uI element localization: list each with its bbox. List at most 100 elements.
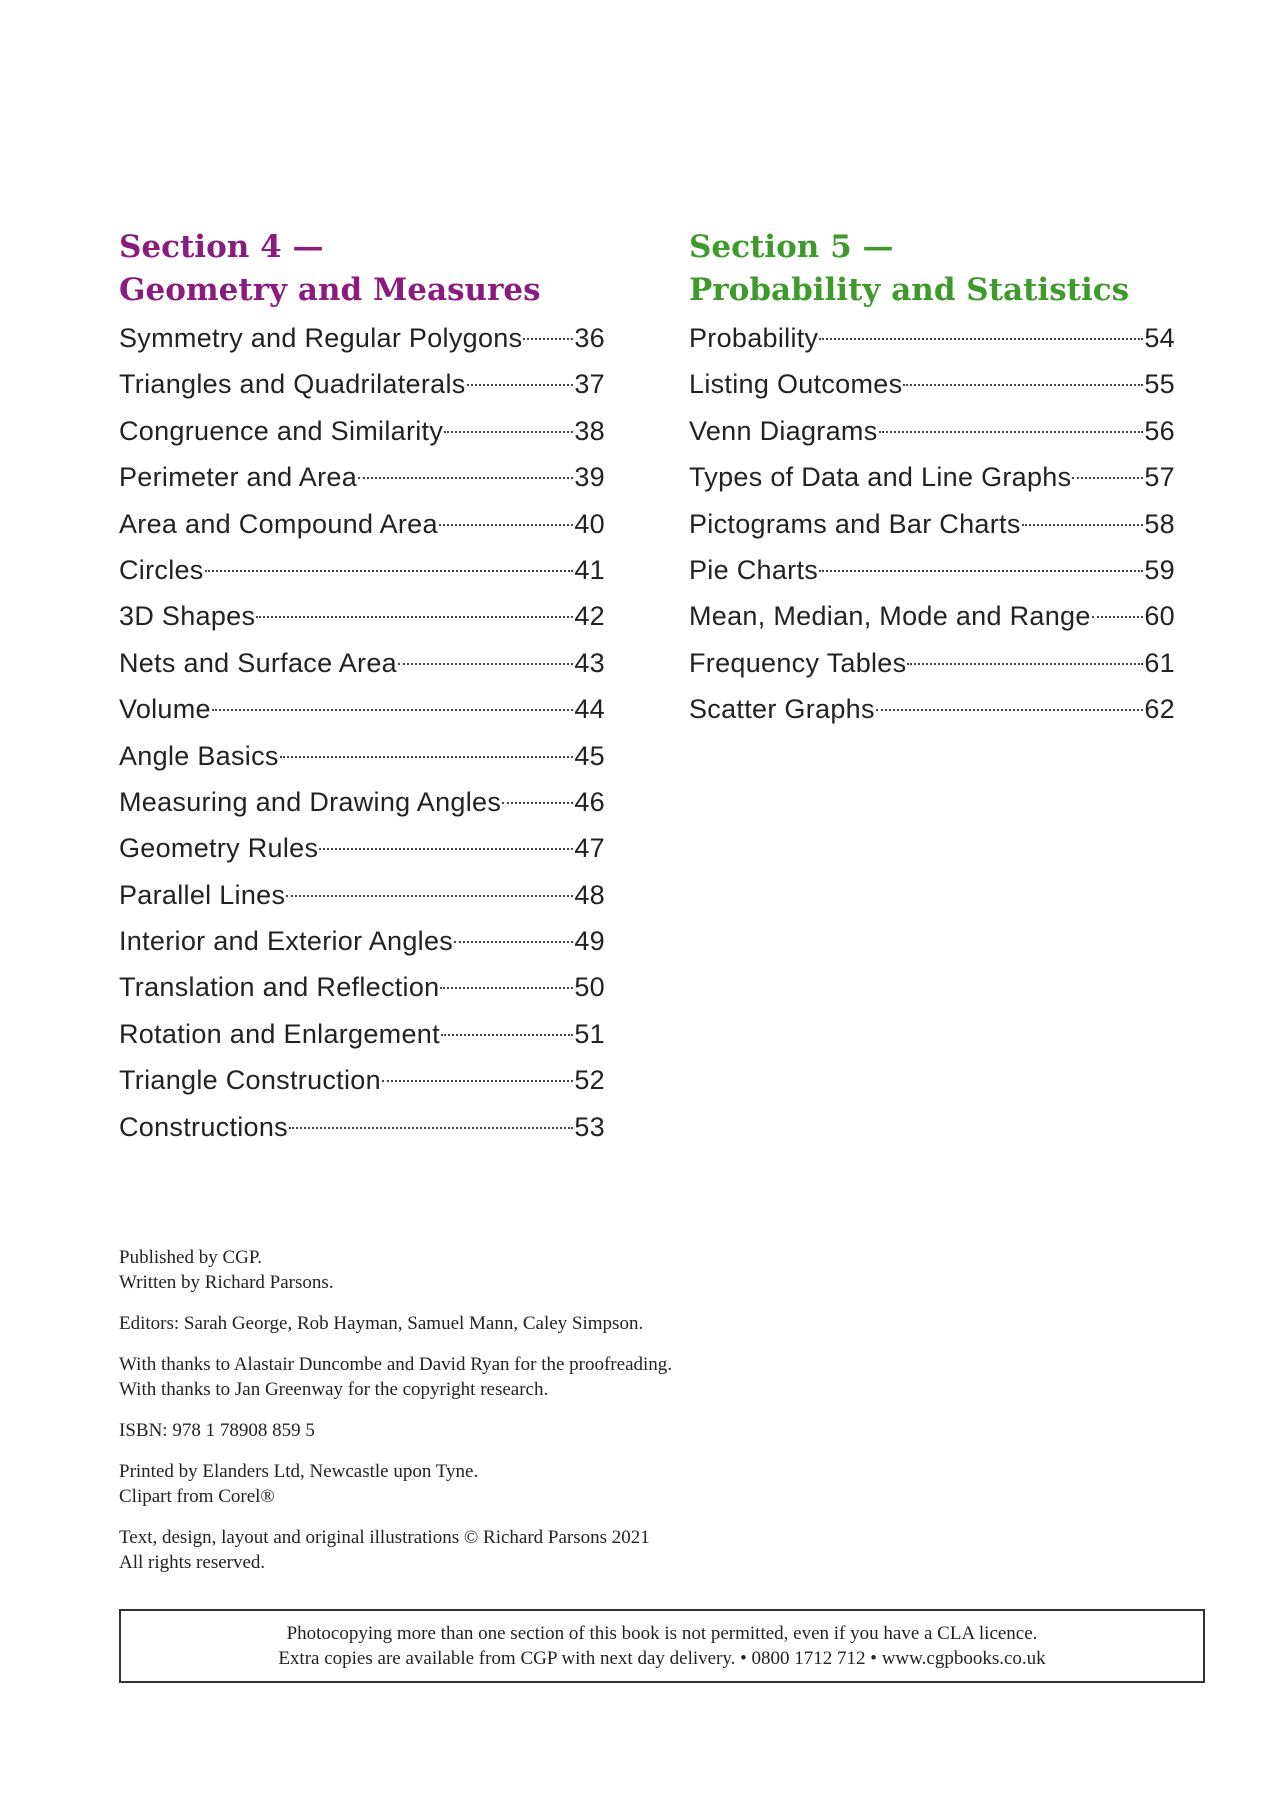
toc-entry: Measuring and Drawing Angles 46 bbox=[119, 779, 605, 825]
toc-entry: Nets and Surface Area 43 bbox=[119, 640, 605, 686]
imprint-paragraph: Text, design, layout and original illust… bbox=[119, 1525, 672, 1575]
toc-entry: Perimeter and Area 39 bbox=[119, 454, 605, 500]
toc-entry: Triangle Construction 52 bbox=[119, 1057, 605, 1103]
dot-leader bbox=[438, 523, 574, 526]
page-number: 38 bbox=[574, 415, 605, 446]
imprint: Published by CGP. Written by Richard Pars… bbox=[119, 1245, 672, 1591]
toc-entry: Translation and Reflection 50 bbox=[119, 964, 605, 1010]
entry-title: Interior and Exterior Angles bbox=[119, 926, 454, 957]
entry-title: Geometry Rules bbox=[119, 833, 319, 864]
dot-leader bbox=[256, 616, 574, 619]
page-number: 61 bbox=[1144, 647, 1175, 678]
imprint-line: Written by Richard Parsons. bbox=[119, 1272, 334, 1293]
toc-entry: Scatter Graphs 62 bbox=[689, 686, 1175, 732]
dot-leader bbox=[358, 477, 574, 480]
dot-leader bbox=[454, 941, 574, 944]
imprint-paragraph: ISBN: 978 1 78908 859 5 bbox=[119, 1418, 672, 1443]
entry-title: Listing Outcomes bbox=[689, 369, 903, 400]
imprint-paragraph: Published by CGP. Written by Richard Pars… bbox=[119, 1245, 672, 1295]
toc-entry: Symmetry and Regular Polygons 36 bbox=[119, 315, 605, 361]
entry-title: Symmetry and Regular Polygons bbox=[119, 323, 523, 353]
dot-leader bbox=[1072, 477, 1144, 480]
entry-title: Triangles and Quadrilaterals bbox=[119, 369, 466, 400]
imprint-line: With thanks to Jan Greenway for the copy… bbox=[119, 1379, 549, 1400]
section-column: Section 4 — Geometry and Measures Symmetry… bbox=[119, 226, 605, 1150]
heading-line: Geometry and Measures bbox=[119, 272, 541, 308]
entry-title: Scatter Graphs bbox=[689, 694, 875, 725]
entry-title: Probability bbox=[689, 323, 819, 353]
section-heading: Section 4 — Geometry and Measures bbox=[119, 226, 605, 312]
entry-title: Constructions bbox=[119, 1111, 288, 1142]
dot-leader bbox=[523, 338, 574, 340]
dot-leader bbox=[279, 755, 574, 758]
dot-leader bbox=[204, 569, 574, 572]
dot-leader bbox=[875, 709, 1144, 712]
heading-line: Section 5 — bbox=[689, 229, 894, 265]
page-number: 45 bbox=[574, 740, 605, 771]
page-number: 56 bbox=[1144, 415, 1175, 446]
page-number: 42 bbox=[574, 601, 605, 632]
page-number: 47 bbox=[574, 833, 605, 864]
dot-leader bbox=[381, 1080, 574, 1083]
dot-leader bbox=[878, 430, 1144, 433]
toc-entry: Venn Diagrams 56 bbox=[689, 408, 1175, 454]
page-number: 37 bbox=[574, 369, 605, 400]
dot-leader bbox=[444, 430, 574, 433]
heading-line: Section 4 — bbox=[119, 229, 324, 265]
entry-title: Translation and Reflection bbox=[119, 972, 440, 1003]
dot-leader bbox=[319, 848, 574, 851]
toc-entry: Area and Compound Area 40 bbox=[119, 501, 605, 547]
entry-title: Measuring and Drawing Angles bbox=[119, 786, 502, 817]
dot-leader bbox=[819, 338, 1144, 340]
toc-entry: Listing Outcomes 55 bbox=[689, 361, 1175, 407]
entry-title: Angle Basics bbox=[119, 740, 279, 771]
toc-entry: Congruence and Similarity 38 bbox=[119, 408, 605, 454]
section-heading: Section 5 — Probability and Statistics bbox=[689, 226, 1175, 312]
dot-leader bbox=[440, 987, 574, 990]
toc-entry: Constructions 53 bbox=[119, 1104, 605, 1150]
entry-title: Pictograms and Bar Charts bbox=[689, 508, 1021, 539]
toc-entry: Probability 54 bbox=[689, 315, 1175, 361]
dot-leader bbox=[440, 1033, 574, 1036]
toc-entry: Parallel Lines 48 bbox=[119, 872, 605, 918]
toc-entry: Types of Data and Line Graphs 57 bbox=[689, 454, 1175, 500]
page-number: 54 bbox=[1144, 323, 1175, 353]
imprint-line: Clipart from Corel® bbox=[119, 1486, 275, 1507]
page-number: 48 bbox=[574, 879, 605, 910]
imprint-line: Printed by Elanders Ltd, Newcastle upon … bbox=[119, 1461, 479, 1482]
page-number: 49 bbox=[574, 926, 605, 957]
imprint-paragraph: With thanks to Alastair Duncombe and Dav… bbox=[119, 1352, 672, 1402]
toc-entry: Geometry Rules 47 bbox=[119, 825, 605, 871]
entry-title: Parallel Lines bbox=[119, 879, 286, 910]
page-number: 41 bbox=[574, 554, 605, 585]
imprint-line: With thanks to Alastair Duncombe and Dav… bbox=[119, 1354, 673, 1375]
entry-title: Rotation and Enlargement bbox=[119, 1018, 440, 1049]
dot-leader bbox=[211, 709, 574, 712]
page-number: 57 bbox=[1144, 462, 1175, 493]
page-number: 51 bbox=[574, 1018, 605, 1049]
toc-entry: Volume 44 bbox=[119, 686, 605, 732]
dot-leader bbox=[819, 569, 1144, 572]
toc-entry: Circles 41 bbox=[119, 547, 605, 593]
toc-entry: Mean, Median, Mode and Range 60 bbox=[689, 593, 1175, 639]
dot-leader bbox=[903, 384, 1144, 387]
toc-entry: 3D Shapes 42 bbox=[119, 593, 605, 639]
dot-leader bbox=[907, 662, 1144, 665]
entry-title: 3D Shapes bbox=[119, 601, 256, 632]
dot-leader bbox=[288, 1126, 574, 1129]
imprint-line: ISBN: 978 1 78908 859 5 bbox=[119, 1420, 315, 1441]
dot-leader bbox=[1091, 616, 1144, 619]
toc-entry: Pictograms and Bar Charts 58 bbox=[689, 501, 1175, 547]
page-number: 52 bbox=[574, 1065, 605, 1096]
heading-line: Probability and Statistics bbox=[689, 272, 1130, 308]
entry-title: Area and Compound Area bbox=[119, 508, 438, 539]
imprint-paragraph: Printed by Elanders Ltd, Newcastle upon … bbox=[119, 1459, 672, 1509]
entry-title: Venn Diagrams bbox=[689, 415, 878, 446]
page-number: 44 bbox=[574, 694, 605, 725]
section-column: Section 5 — Probability and Statistics Pro… bbox=[689, 226, 1175, 733]
page-number: 53 bbox=[574, 1111, 605, 1142]
dot-leader bbox=[502, 801, 574, 804]
toc-entry: Interior and Exterior Angles 49 bbox=[119, 918, 605, 964]
imprint-line: Published by CGP. bbox=[119, 1247, 263, 1268]
page-number: 55 bbox=[1144, 369, 1175, 400]
